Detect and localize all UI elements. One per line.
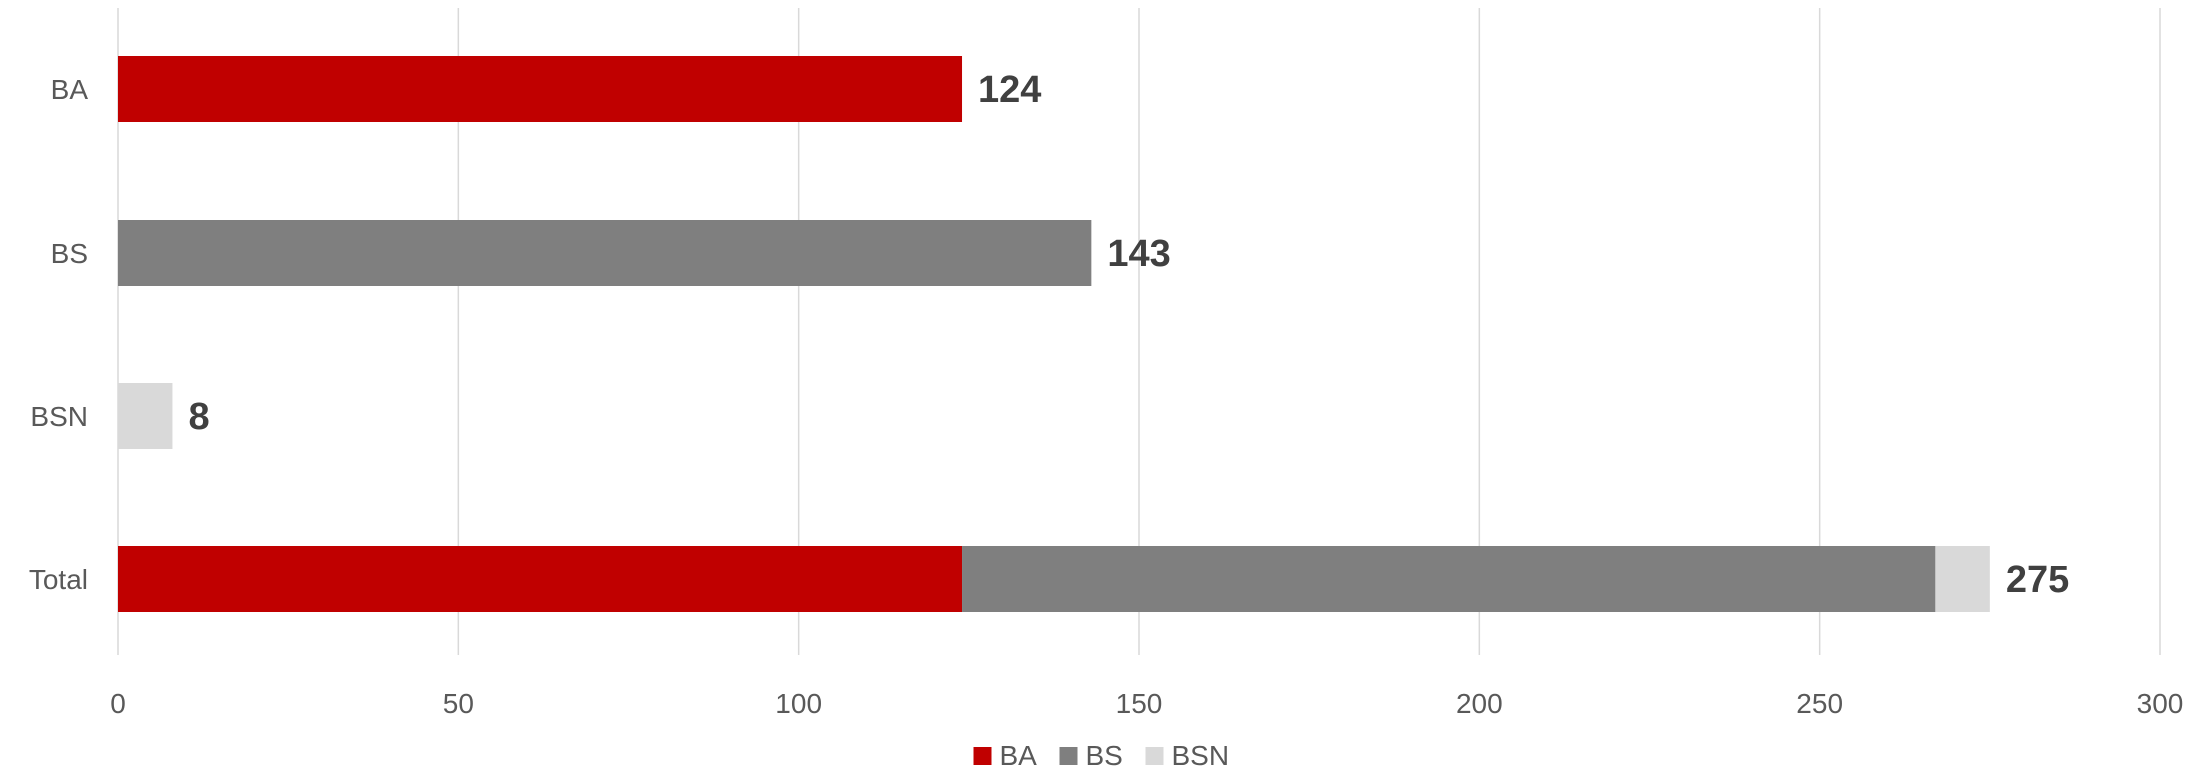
legend: BA BS BSN (973, 740, 1230, 771)
legend-swatch-ba (973, 747, 992, 765)
category-label: BA (51, 74, 89, 105)
bar-ba-total (118, 546, 963, 612)
category-labels: BA BS BSN Total (29, 74, 88, 595)
x-tick-label: 300 (2137, 688, 2184, 719)
bar-bs-bs (118, 220, 1092, 286)
category-label: BS (51, 238, 88, 269)
legend-label-ba: BA (1000, 740, 1038, 771)
legend-label-bs: BS (1086, 740, 1123, 771)
category-label: BSN (30, 401, 88, 432)
x-tick-label: 150 (1116, 688, 1163, 719)
category-label: Total (29, 564, 88, 595)
bar-bs-total (962, 546, 1936, 612)
legend-swatch-bs (1059, 747, 1078, 765)
x-tick-label: 50 (443, 688, 474, 719)
data-label: 124 (978, 69, 1041, 111)
x-tick-label: 200 (1456, 688, 1503, 719)
bars (118, 56, 1990, 612)
data-label: 8 (188, 396, 209, 438)
data-label: 143 (1107, 233, 1170, 275)
bar-bsn-total (1935, 546, 1990, 612)
data-label: 275 (2006, 559, 2069, 601)
legend-swatch-bsn (1145, 747, 1164, 765)
x-axis-ticks: 0 50 100 150 200 250 300 (110, 688, 2183, 719)
bar-ba-ba (118, 56, 963, 122)
x-tick-label: 100 (775, 688, 822, 719)
x-tick-label: 250 (1796, 688, 1843, 719)
bar-bsn-bsn (118, 383, 173, 449)
data-labels: 124 143 8 275 (188, 69, 2069, 601)
x-tick-label: 0 (110, 688, 126, 719)
legend-label-bsn: BSN (1172, 740, 1230, 771)
